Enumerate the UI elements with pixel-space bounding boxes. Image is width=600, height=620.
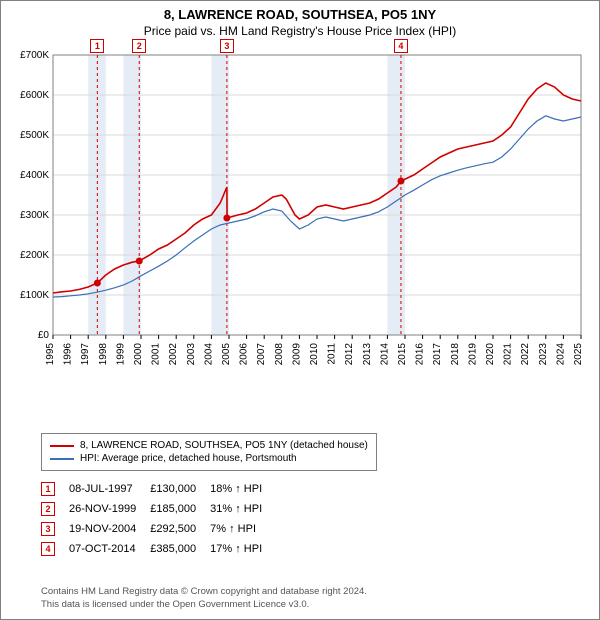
table-row: 1 08-JUL-1997£130,00018% ↑ HPI — [41, 479, 276, 499]
x-tick-label: 2010 — [309, 343, 320, 366]
legend-row: 8, LAWRENCE ROAD, SOUTHSEA, PO5 1NY (det… — [50, 440, 368, 451]
legend-box: 8, LAWRENCE ROAD, SOUTHSEA, PO5 1NY (det… — [41, 433, 377, 471]
footnote-line-2: This data is licensed under the Open Gov… — [41, 599, 367, 611]
legend-row: HPI: Average price, detached house, Port… — [50, 453, 368, 464]
row-price: £130,000 — [150, 479, 210, 499]
x-tick-label: 1995 — [45, 343, 56, 366]
x-tick-label: 2024 — [555, 343, 566, 366]
row-price: £185,000 — [150, 499, 210, 519]
x-tick-label: 2000 — [133, 343, 144, 366]
chart-svg: £0 £100K £200K £300K £400K £500K £600K £700K 199… — [11, 49, 591, 379]
row-date: 07-OCT-2014 — [69, 539, 150, 559]
x-tick-label: 2023 — [538, 343, 549, 366]
x-tick-label: 2019 — [467, 343, 478, 366]
x-tick-label: 2015 — [397, 343, 408, 366]
x-tick-label: 2025 — [573, 343, 584, 366]
x-tick-label: 2001 — [151, 343, 162, 366]
row-badge: 3 — [41, 522, 55, 536]
row-price: £385,000 — [150, 539, 210, 559]
transaction-point — [223, 215, 230, 222]
x-tick-label: 2002 — [168, 343, 179, 366]
x-tick-label: 2012 — [344, 343, 355, 366]
row-pct: 18% ↑ HPI — [210, 479, 276, 499]
y-tick-label: £700K — [20, 50, 49, 61]
x-tick-label: 1999 — [115, 343, 126, 366]
footnote-line-1: Contains HM Land Registry data © Crown c… — [41, 586, 367, 598]
x-tick-label: 2017 — [432, 343, 443, 366]
y-tick-label: £0 — [38, 330, 50, 341]
row-pct: 31% ↑ HPI — [210, 499, 276, 519]
chart-titles: 8, LAWRENCE ROAD, SOUTHSEA, PO5 1NY Pric… — [1, 1, 599, 40]
x-tick-label: 2016 — [415, 343, 426, 366]
y-tick-label: £400K — [20, 170, 49, 181]
x-tick-label: 2011 — [327, 343, 338, 365]
x-tick-label: 2007 — [256, 343, 267, 366]
row-date: 08-JUL-1997 — [69, 479, 150, 499]
row-badge: 4 — [41, 542, 55, 556]
legend-swatch — [50, 445, 74, 447]
x-tick-label: 2005 — [221, 343, 232, 366]
x-tick-label: 2020 — [485, 343, 496, 366]
footnote: Contains HM Land Registry data © Crown c… — [41, 586, 367, 611]
row-pct: 7% ↑ HPI — [210, 519, 276, 539]
transaction-table: 1 08-JUL-1997£130,00018% ↑ HPI 2 26-NOV-199… — [41, 479, 276, 559]
x-tick-label: 2014 — [379, 343, 390, 366]
legend-label: HPI: Average price, detached house, Port… — [80, 453, 297, 464]
transaction-point — [136, 258, 143, 265]
y-tick-label: £100K — [20, 290, 49, 301]
transaction-point — [397, 178, 404, 185]
x-tick-label: 1997 — [80, 343, 91, 366]
y-tick-label: £500K — [20, 130, 49, 141]
row-pct: 17% ↑ HPI — [210, 539, 276, 559]
row-badge: 2 — [41, 502, 55, 516]
x-tick-label: 2009 — [291, 343, 302, 366]
row-date: 26-NOV-1999 — [69, 499, 150, 519]
x-tick-label: 1998 — [98, 343, 109, 366]
x-tick-label: 2004 — [203, 343, 214, 366]
y-tick-label: £300K — [20, 210, 49, 221]
x-tick-label: 2013 — [362, 343, 373, 366]
y-tick-label: £200K — [20, 250, 49, 261]
x-tick-label: 2003 — [186, 343, 197, 366]
row-date: 19-NOV-2004 — [69, 519, 150, 539]
x-tick-label: 2018 — [450, 343, 461, 366]
title-subtitle: Price paid vs. HM Land Registry's House … — [9, 24, 591, 38]
table-row: 3 19-NOV-2004£292,5007% ↑ HPI — [41, 519, 276, 539]
figure-frame: 8, LAWRENCE ROAD, SOUTHSEA, PO5 1NY Pric… — [0, 0, 600, 620]
chart-area: £0 £100K £200K £300K £400K £500K £600K £700K 199… — [11, 49, 589, 379]
table-row: 2 26-NOV-1999£185,00031% ↑ HPI — [41, 499, 276, 519]
x-tick-label: 2006 — [239, 343, 250, 366]
y-tick-label: £600K — [20, 90, 49, 101]
table-row: 4 07-OCT-2014£385,00017% ↑ HPI — [41, 539, 276, 559]
legend-label: 8, LAWRENCE ROAD, SOUTHSEA, PO5 1NY (det… — [80, 440, 368, 451]
title-address: 8, LAWRENCE ROAD, SOUTHSEA, PO5 1NY — [9, 7, 591, 22]
x-tick-label: 2021 — [503, 343, 514, 366]
row-price: £292,500 — [150, 519, 210, 539]
x-tick-label: 2008 — [274, 343, 285, 366]
row-badge: 1 — [41, 482, 55, 496]
transaction-point — [94, 280, 101, 287]
x-tick-label: 2022 — [520, 343, 531, 366]
x-tick-label: 1996 — [63, 343, 74, 366]
legend-swatch — [50, 458, 74, 460]
